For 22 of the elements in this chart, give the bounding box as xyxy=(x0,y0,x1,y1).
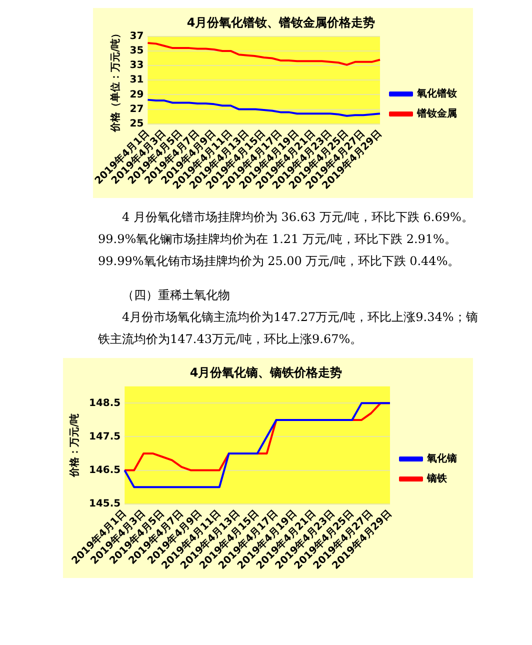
text: （四）重稀土氧化物 xyxy=(121,287,231,304)
y-tick-label: 35 xyxy=(130,46,144,57)
legend-label: 镨钕金属 xyxy=(416,108,457,120)
legend-label: 氧化镨钕 xyxy=(416,88,457,100)
y-tick-label: 147.5 xyxy=(88,431,121,442)
y-tick-label: 146.5 xyxy=(88,464,121,476)
y-tick-label: 25 xyxy=(130,118,144,130)
y-tick-label: 29 xyxy=(130,89,144,100)
y-tick-label: 37 xyxy=(130,30,144,42)
text: 4 月份氧化镨市场挂牌均价为 36.63 万元/吨，环比下跌 6.69%。99.9%氧化镧市场挂牌均价为在 1.21 万元/吨，环比下跌 2.91%。99.99%氧化铕市场挂牌均价为 25.00 万元/吨，环比下跌 0.44%。 xyxy=(98,209,474,270)
y-tick-label: 31 xyxy=(130,74,144,86)
y-tick-label: 33 xyxy=(130,60,144,72)
chart-title: 4月份氧化镝、镝铁价格走势 xyxy=(190,365,342,380)
legend-label: 镝铁 xyxy=(426,472,448,485)
y-tick-label: 148.5 xyxy=(88,398,121,409)
chart-title: 4月份氧化镨钕、镨钕金属价格走势 xyxy=(186,15,376,30)
legend-label: 氧化镝 xyxy=(426,452,457,465)
y-tick-label: 145.5 xyxy=(88,498,121,510)
y-axis-title: 价格：万元/吨 xyxy=(68,413,81,478)
y-axis-title: 价格（单位：万元/吨） xyxy=(109,28,122,133)
text: 4月份市场氧化镝主流均价为147.27万元/吨，环比上涨9.34%；镝铁主流均价为147.43万元/吨，环比上涨9.67%。 xyxy=(98,309,478,348)
y-tick-label: 27 xyxy=(130,104,144,115)
